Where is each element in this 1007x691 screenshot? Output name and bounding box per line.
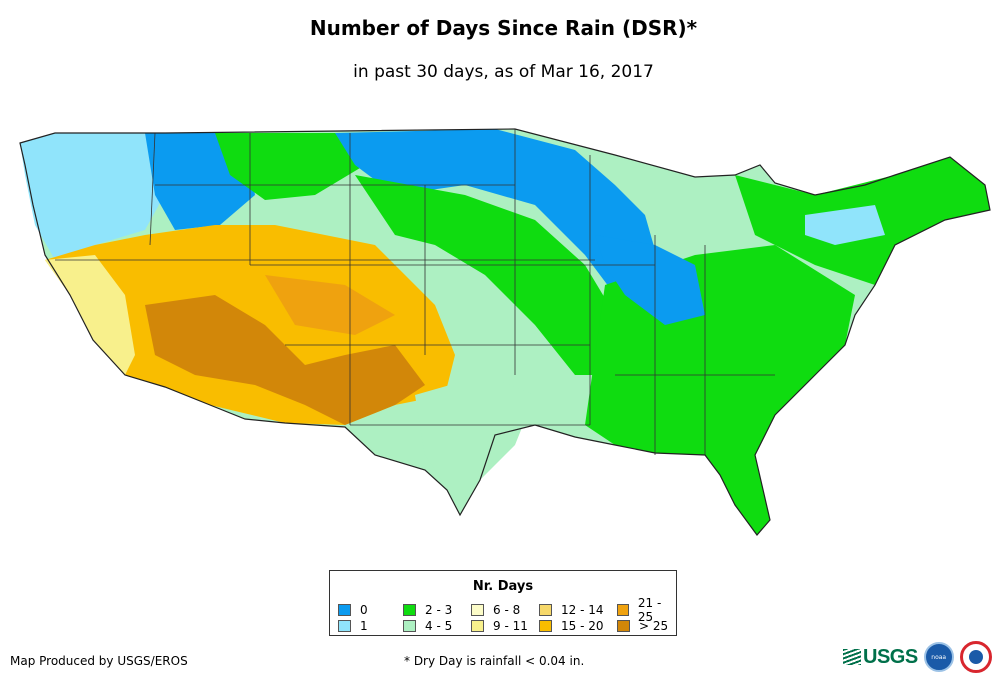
footnote-text: * Dry Day is rainfall < 0.04 in.	[404, 654, 585, 668]
legend-label: 2 - 3	[425, 603, 453, 617]
zone-2-3-days-montana	[215, 133, 365, 200]
legend-item: > 25	[617, 619, 668, 633]
zone-4-5-days-texas	[415, 375, 535, 515]
zone-0-days-great-lakes	[595, 235, 705, 325]
legend-item: 2 - 3	[403, 603, 452, 617]
legend-swatch	[539, 604, 552, 616]
usgs-logo-text: USGS	[863, 645, 918, 668]
legend-item: 21 - 25	[617, 596, 676, 624]
map-title: Number of Days Since Rain (DSR)*	[309, 16, 698, 40]
legend-swatch	[403, 604, 416, 616]
legend-item: 0	[338, 603, 368, 617]
nws-logo	[959, 641, 992, 673]
legend-swatch	[539, 620, 552, 632]
zone-2-3-days-southeast	[585, 245, 855, 535]
legend-swatch	[403, 620, 416, 632]
legend-label: > 25	[639, 619, 669, 633]
legend-label: 4 - 5	[425, 619, 453, 633]
legend-title: Nr. Days	[472, 579, 534, 594]
usgs-logo: USGS	[843, 646, 918, 669]
credit-text: Map Produced by USGS/EROS	[10, 654, 188, 668]
zone-9-11-days-california	[45, 255, 135, 375]
legend-label: 21 - 25	[637, 596, 662, 624]
legend-label: 1	[360, 619, 368, 633]
legend-item: 15 - 20	[539, 619, 604, 633]
legend-swatch	[338, 620, 351, 632]
legend-swatch	[338, 604, 351, 616]
dsr-map	[19, 128, 991, 536]
state-border-line	[149, 132, 156, 246]
legend-label: 15 - 20	[561, 619, 604, 633]
legend-item: 9 - 11	[471, 619, 528, 633]
dsr-regions	[20, 129, 990, 535]
legend-swatch	[617, 620, 630, 632]
zone-1-day-new-york	[805, 205, 885, 245]
agency-logos: USGS noaa	[843, 637, 992, 677]
legend: Nr. Days 0 1 2 - 3 4 - 5 6 - 8 9 - 11 12 - 14 1…	[329, 570, 677, 636]
zone-21-25-days-colorado	[265, 275, 395, 335]
us-outline	[19, 128, 991, 536]
legend-item: 12 - 14	[539, 603, 604, 617]
legend-item: 4 - 5	[403, 619, 452, 633]
zone-2-3-days-plains	[355, 175, 625, 375]
state-borders	[19, 128, 991, 536]
legend-swatch	[617, 604, 629, 616]
legend-label: 6 - 8	[493, 603, 521, 617]
noaa-logo: noaa	[923, 642, 954, 672]
legend-swatch	[471, 620, 484, 632]
map-subtitle: in past 30 days, as of Mar 16, 2017	[353, 62, 654, 82]
legend-swatch	[471, 604, 484, 616]
zone-0-days-upper-midwest	[335, 129, 665, 295]
zone-1-day-pacific-nw	[20, 133, 170, 260]
legend-label: 12 - 14	[561, 603, 604, 617]
legend-item: 6 - 8	[471, 603, 520, 617]
usgs-mark-icon	[843, 649, 861, 665]
legend-label: 0	[360, 603, 368, 617]
zone-over-25-days-southwest	[145, 295, 425, 425]
legend-item: 1	[338, 619, 368, 633]
legend-label: 9 - 11	[493, 619, 528, 633]
